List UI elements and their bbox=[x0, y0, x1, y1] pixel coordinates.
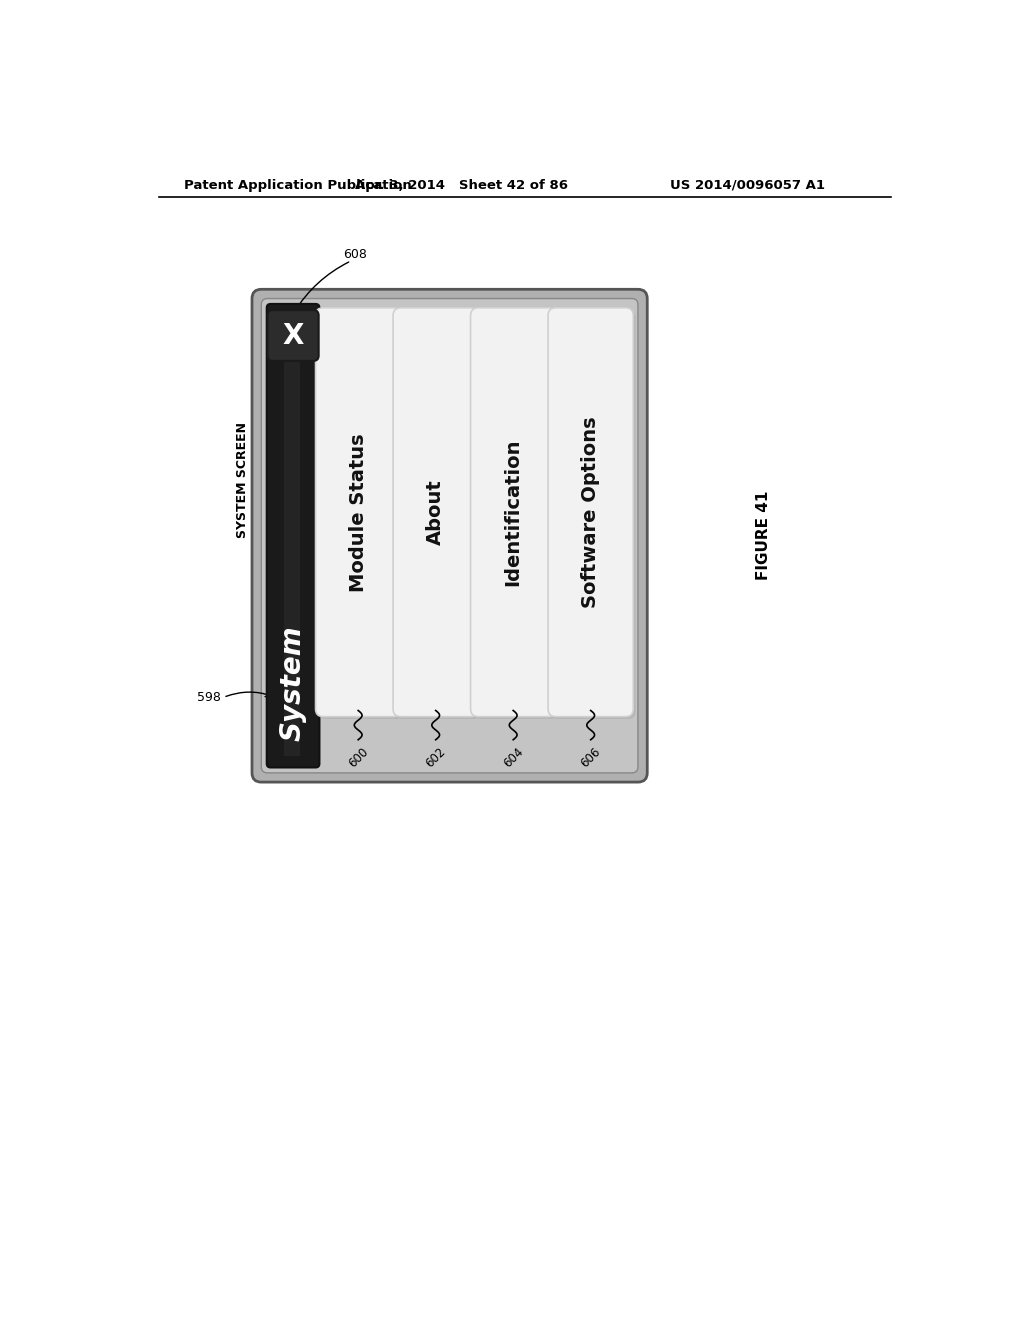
Text: X: X bbox=[283, 322, 304, 350]
Text: FIGURE 41: FIGURE 41 bbox=[756, 491, 771, 581]
Text: 598: 598 bbox=[198, 690, 221, 704]
FancyBboxPatch shape bbox=[261, 298, 638, 774]
Text: Apr. 3, 2014   Sheet 42 of 86: Apr. 3, 2014 Sheet 42 of 86 bbox=[354, 178, 567, 191]
Text: About: About bbox=[426, 479, 445, 545]
FancyBboxPatch shape bbox=[395, 310, 480, 719]
Text: 606: 606 bbox=[579, 744, 603, 770]
Text: 604: 604 bbox=[501, 744, 525, 770]
Text: Identification: Identification bbox=[504, 438, 522, 586]
Text: 608: 608 bbox=[343, 248, 367, 261]
FancyBboxPatch shape bbox=[548, 308, 633, 717]
Text: US 2014/0096057 A1: US 2014/0096057 A1 bbox=[671, 178, 825, 191]
Text: 600: 600 bbox=[346, 744, 371, 770]
FancyBboxPatch shape bbox=[267, 310, 318, 360]
FancyBboxPatch shape bbox=[550, 310, 636, 719]
Text: Patent Application Publication: Patent Application Publication bbox=[183, 178, 412, 191]
FancyBboxPatch shape bbox=[473, 310, 558, 719]
Bar bbox=[284, 315, 300, 756]
FancyBboxPatch shape bbox=[471, 308, 556, 717]
FancyBboxPatch shape bbox=[252, 289, 647, 781]
FancyBboxPatch shape bbox=[266, 304, 319, 767]
FancyBboxPatch shape bbox=[315, 308, 400, 717]
FancyBboxPatch shape bbox=[393, 308, 478, 717]
Text: 602: 602 bbox=[423, 744, 449, 770]
Text: System: System bbox=[280, 626, 307, 742]
Text: Module Status: Module Status bbox=[349, 433, 368, 591]
FancyBboxPatch shape bbox=[317, 310, 403, 719]
Text: SYSTEM SCREEN: SYSTEM SCREEN bbox=[237, 422, 249, 539]
Text: Software Options: Software Options bbox=[582, 416, 600, 609]
